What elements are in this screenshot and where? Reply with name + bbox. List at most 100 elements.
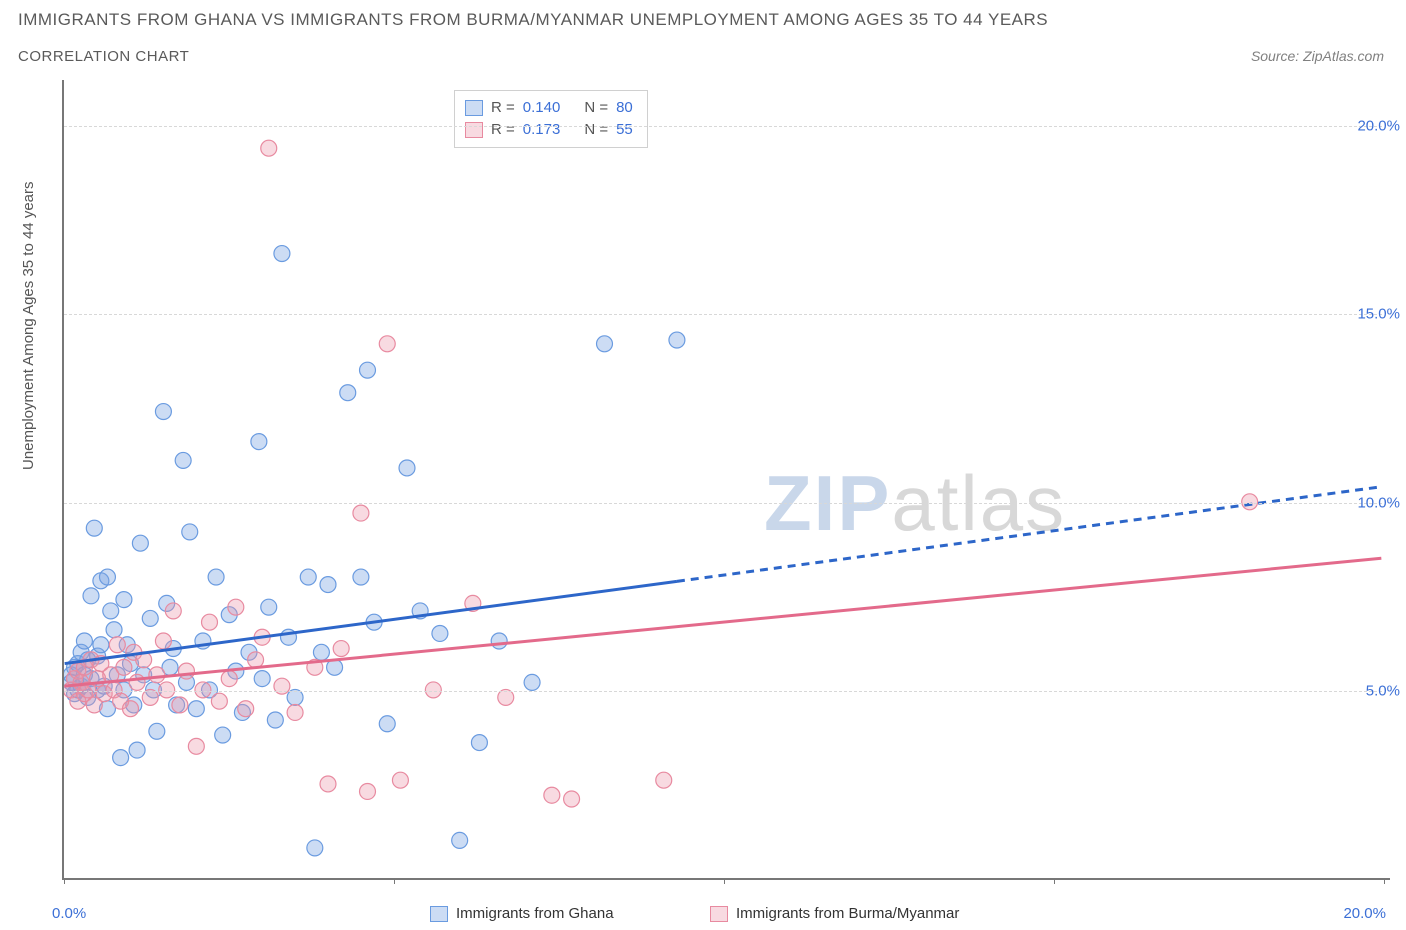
legend-ghana-label: Immigrants from Ghana (456, 905, 614, 922)
gridline (64, 126, 1382, 127)
scatter-point (221, 671, 237, 687)
scatter-point (412, 603, 428, 619)
scatter-point (669, 332, 685, 348)
scatter-point (215, 727, 231, 743)
chart-title: IMMIGRANTS FROM GHANA VS IMMIGRANTS FROM… (18, 10, 1048, 30)
plot-svg (64, 88, 1382, 878)
gridline (64, 691, 1382, 692)
scatter-point (564, 791, 580, 807)
scatter-point (313, 644, 329, 660)
scatter-point (159, 682, 175, 698)
r-value-burma: 0.173 (523, 119, 561, 141)
scatter-point (251, 434, 267, 450)
gridline (64, 503, 1382, 504)
scatter-point (109, 637, 125, 653)
r-value-ghana: 0.140 (523, 97, 561, 119)
scatter-point (202, 614, 218, 630)
scatter-point (254, 671, 270, 687)
scatter-point (116, 659, 132, 675)
scatter-point (261, 599, 277, 615)
legend-burma: Immigrants from Burma/Myanmar (710, 905, 959, 922)
scatter-point (254, 629, 270, 645)
scatter-point (238, 701, 254, 717)
source-label: Source: ZipAtlas.com (1251, 48, 1384, 64)
scatter-point (544, 787, 560, 803)
scatter-point (597, 336, 613, 352)
x-tick (724, 878, 725, 884)
scatter-point (392, 772, 408, 788)
scatter-point (116, 592, 132, 608)
scatter-point (155, 633, 171, 649)
gridline (64, 314, 1382, 315)
scatter-point (155, 404, 171, 420)
n-value-ghana: 80 (616, 97, 633, 119)
scatter-point (83, 588, 99, 604)
scatter-point (103, 603, 119, 619)
scatter-point (399, 460, 415, 476)
y-tick-label: 20.0% (1357, 117, 1400, 134)
scatter-point (123, 701, 139, 717)
scatter-point (320, 776, 336, 792)
legend-burma-label: Immigrants from Burma/Myanmar (736, 905, 959, 922)
scatter-point (113, 750, 129, 766)
scatter-point (178, 663, 194, 679)
scatter-point (1242, 494, 1258, 510)
scatter-point (76, 633, 92, 649)
r-label: R = (491, 119, 515, 141)
scatter-point (307, 659, 323, 675)
scatter-point (425, 682, 441, 698)
scatter-point (208, 569, 224, 585)
scatter-point (99, 569, 115, 585)
scatter-point (132, 535, 148, 551)
scatter-point (129, 674, 145, 690)
scatter-point (149, 723, 165, 739)
legend-ghana: Immigrants from Ghana (430, 905, 614, 922)
scatter-point (195, 682, 211, 698)
scatter-point (465, 595, 481, 611)
stats-row-ghana: R = 0.140 N = 80 (465, 97, 633, 119)
scatter-point (379, 716, 395, 732)
chart-plot-area: ZIPatlas R = 0.140 N = 80 R = 0.173 N = … (62, 88, 1382, 880)
scatter-point (274, 246, 290, 262)
scatter-point (188, 701, 204, 717)
scatter-point (106, 622, 122, 638)
scatter-point (327, 659, 343, 675)
scatter-point (182, 524, 198, 540)
scatter-point (307, 840, 323, 856)
scatter-point (172, 697, 188, 713)
y-tick-label: 10.0% (1357, 494, 1400, 511)
n-label: N = (584, 97, 608, 119)
swatch-ghana-bottom (430, 906, 448, 922)
scatter-point (93, 637, 109, 653)
n-value-burma: 55 (616, 119, 633, 141)
scatter-point (340, 385, 356, 401)
scatter-point (136, 652, 152, 668)
scatter-point (656, 772, 672, 788)
scatter-point (300, 569, 316, 585)
n-label: N = (584, 119, 608, 141)
scatter-point (248, 652, 264, 668)
scatter-point (432, 625, 448, 641)
scatter-point (320, 577, 336, 593)
swatch-burma-bottom (710, 906, 728, 922)
scatter-point (471, 735, 487, 751)
scatter-point (524, 674, 540, 690)
x-tick (64, 878, 65, 884)
scatter-point (491, 633, 507, 649)
scatter-point (149, 667, 165, 683)
stats-row-burma: R = 0.173 N = 55 (465, 119, 633, 141)
scatter-point (287, 704, 303, 720)
scatter-point (188, 738, 204, 754)
scatter-point (165, 603, 181, 619)
scatter-point (281, 629, 297, 645)
r-label: R = (491, 97, 515, 119)
scatter-point (353, 505, 369, 521)
x-tick (1384, 878, 1385, 884)
x-tick (1054, 878, 1055, 884)
y-tick-label: 5.0% (1366, 683, 1400, 700)
stats-legend: R = 0.140 N = 80 R = 0.173 N = 55 (454, 90, 648, 148)
scatter-point (142, 610, 158, 626)
chart-subtitle: CORRELATION CHART (18, 48, 189, 65)
scatter-point (360, 362, 376, 378)
x-tick (394, 878, 395, 884)
